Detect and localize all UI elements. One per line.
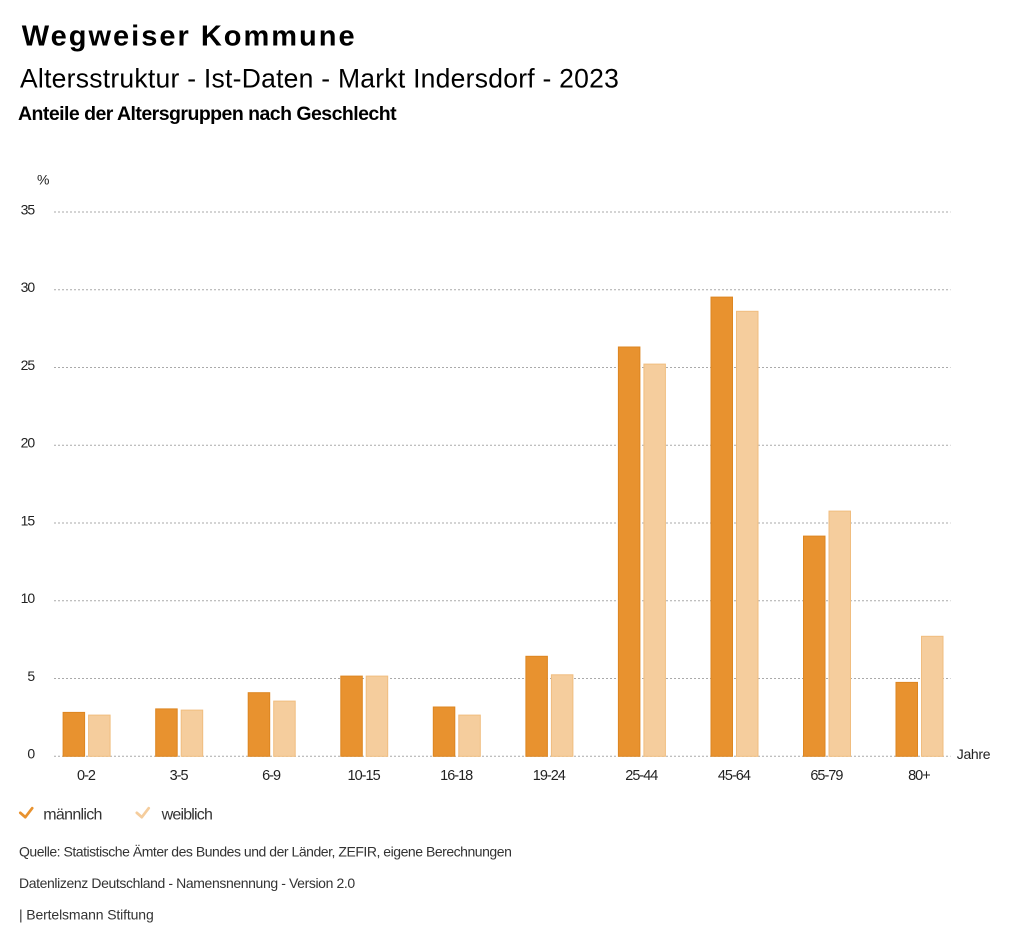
svg-text:Jahre: Jahre	[957, 746, 991, 762]
svg-text:16-18: 16-18	[440, 768, 473, 784]
svg-text:0: 0	[27, 746, 35, 762]
svg-text:Anteile der Altersgruppen nach: Anteile der Altersgruppen nach Geschlech…	[18, 103, 397, 125]
svg-text:25: 25	[21, 357, 36, 373]
svg-text:20: 20	[21, 435, 36, 451]
svg-text:15: 15	[21, 512, 36, 528]
svg-text:6-9: 6-9	[262, 768, 281, 784]
svg-text:%: %	[37, 171, 49, 187]
svg-text:65-79: 65-79	[810, 768, 843, 784]
svg-text:Wegweiser Kommune: Wegweiser Kommune	[22, 21, 357, 53]
svg-text:Datenlizenz Deutschland - Name: Datenlizenz Deutschland - Namensnennung …	[19, 875, 355, 891]
svg-text:19-24: 19-24	[533, 768, 566, 784]
svg-text:männlich: männlich	[43, 807, 101, 824]
svg-text:10-15: 10-15	[348, 768, 381, 784]
svg-text:weiblich: weiblich	[161, 807, 213, 824]
svg-text:3-5: 3-5	[170, 768, 189, 784]
svg-text:80+: 80+	[908, 768, 930, 784]
svg-text:0-2: 0-2	[77, 768, 96, 784]
svg-text:Altersstruktur - Ist-Daten - M: Altersstruktur - Ist-Daten - Markt Inder…	[20, 64, 619, 94]
svg-text:45-64: 45-64	[718, 768, 751, 784]
svg-text:Quelle: Statistische Ämter des: Quelle: Statistische Ämter des Bundes un…	[19, 844, 511, 860]
svg-text:5: 5	[27, 668, 35, 684]
svg-text:30: 30	[21, 279, 36, 295]
svg-text:25-44: 25-44	[625, 768, 658, 784]
svg-text:10: 10	[21, 590, 36, 606]
svg-text:| Bertelsmann Stiftung: | Bertelsmann Stiftung	[19, 907, 154, 923]
svg-text:35: 35	[21, 201, 36, 217]
